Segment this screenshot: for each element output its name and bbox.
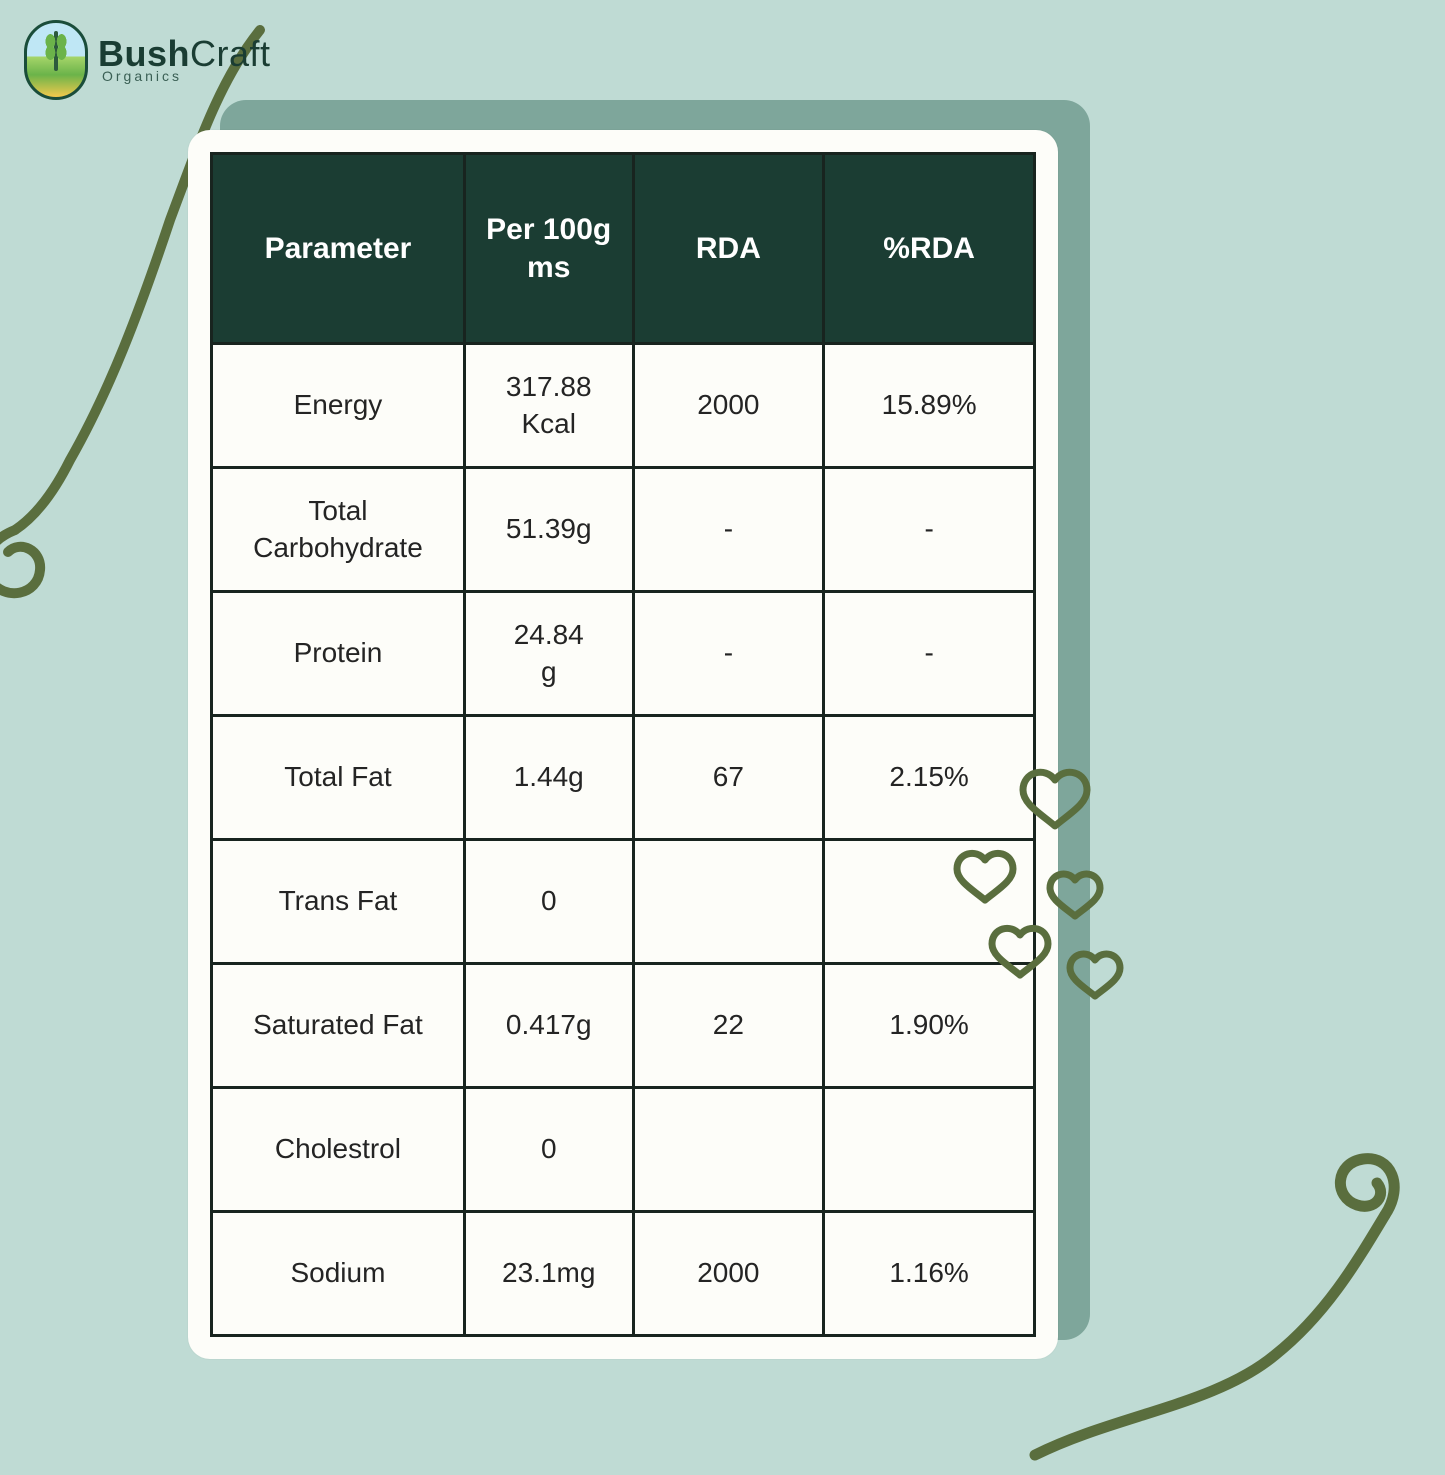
brand-badge-icon bbox=[24, 20, 88, 100]
table-row: Cholestrol0 bbox=[212, 1088, 1035, 1212]
table-body: Energy317.88Kcal200015.89%TotalCarbohydr… bbox=[212, 344, 1035, 1336]
cell-rda: 67 bbox=[633, 716, 824, 840]
nutrition-table: Parameter Per 100gms RDA %RDA Energy317.… bbox=[210, 152, 1036, 1337]
cell-per100g: 51.39g bbox=[464, 468, 633, 592]
cell-parameter: Saturated Fat bbox=[212, 964, 465, 1088]
cell-pct_rda: - bbox=[824, 592, 1035, 716]
cell-parameter: TotalCarbohydrate bbox=[212, 468, 465, 592]
cell-pct_rda: - bbox=[824, 468, 1035, 592]
cell-rda bbox=[633, 1088, 824, 1212]
cell-parameter: Trans Fat bbox=[212, 840, 465, 964]
table-row: Trans Fat0 bbox=[212, 840, 1035, 964]
cell-rda: 2000 bbox=[633, 344, 824, 468]
cell-per100g: 0.417g bbox=[464, 964, 633, 1088]
cell-parameter: Energy bbox=[212, 344, 465, 468]
table-row: Saturated Fat0.417g221.90% bbox=[212, 964, 1035, 1088]
col-pct-rda: %RDA bbox=[824, 154, 1035, 344]
cell-rda: - bbox=[633, 468, 824, 592]
cell-pct_rda: 15.89% bbox=[824, 344, 1035, 468]
cell-parameter: Protein bbox=[212, 592, 465, 716]
cell-per100g: 1.44g bbox=[464, 716, 633, 840]
cell-rda: - bbox=[633, 592, 824, 716]
cell-per100g: 0 bbox=[464, 1088, 633, 1212]
cell-rda bbox=[633, 840, 824, 964]
cell-parameter: Sodium bbox=[212, 1212, 465, 1336]
cell-rda: 2000 bbox=[633, 1212, 824, 1336]
cell-per100g: 0 bbox=[464, 840, 633, 964]
col-per100g: Per 100gms bbox=[464, 154, 633, 344]
table-row: TotalCarbohydrate51.39g-- bbox=[212, 468, 1035, 592]
cell-per100g: 24.84g bbox=[464, 592, 633, 716]
col-parameter: Parameter bbox=[212, 154, 465, 344]
cell-per100g: 317.88Kcal bbox=[464, 344, 633, 468]
cell-pct_rda: 1.16% bbox=[824, 1212, 1035, 1336]
col-rda: RDA bbox=[633, 154, 824, 344]
cell-per100g: 23.1mg bbox=[464, 1212, 633, 1336]
nutrition-card: Parameter Per 100gms RDA %RDA Energy317.… bbox=[188, 130, 1058, 1359]
cell-pct_rda bbox=[824, 1088, 1035, 1212]
brand-name: BushCraft bbox=[98, 38, 271, 70]
cell-parameter: Cholestrol bbox=[212, 1088, 465, 1212]
table-header-row: Parameter Per 100gms RDA %RDA bbox=[212, 154, 1035, 344]
brand-logo: BushCraft Organics bbox=[24, 20, 271, 100]
cell-rda: 22 bbox=[633, 964, 824, 1088]
hearts-decoration bbox=[925, 760, 1145, 1025]
table-row: Energy317.88Kcal200015.89% bbox=[212, 344, 1035, 468]
table-row: Sodium23.1mg20001.16% bbox=[212, 1212, 1035, 1336]
table-row: Protein24.84g-- bbox=[212, 592, 1035, 716]
table-row: Total Fat1.44g672.15% bbox=[212, 716, 1035, 840]
cell-parameter: Total Fat bbox=[212, 716, 465, 840]
